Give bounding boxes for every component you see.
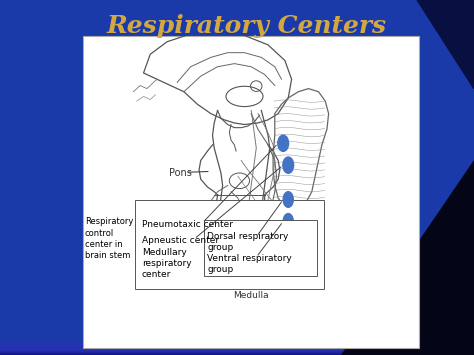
Ellipse shape [283, 192, 293, 207]
FancyBboxPatch shape [135, 200, 324, 289]
Bar [0, 346, 474, 352]
Bar [0, 348, 474, 353]
Bar [0, 344, 474, 350]
Bar [0, 345, 474, 351]
Bar [0, 348, 474, 354]
Bar [0, 344, 474, 350]
Bar [0, 349, 474, 355]
Bar [0, 345, 474, 351]
Bar [0, 348, 474, 354]
Bar [0, 343, 474, 349]
Text: Pons: Pons [169, 168, 191, 178]
Bar [0, 349, 474, 355]
Bar [0, 346, 474, 353]
Bar [0, 348, 474, 354]
Bar [0, 345, 474, 351]
Bar [0, 346, 474, 352]
Bar [0, 349, 474, 355]
Bar [0, 344, 474, 350]
Text: Apneustic center: Apneustic center [142, 236, 219, 245]
Bar [0, 349, 474, 355]
Bar [83, 36, 419, 348]
Text: Respiratory
control
center in
brain stem: Respiratory control center in brain stem [85, 217, 133, 260]
Bar [0, 344, 474, 350]
Ellipse shape [278, 135, 289, 151]
Bar [0, 344, 474, 350]
Bar [0, 345, 474, 351]
Text: Dorsal respiratory
group: Dorsal respiratory group [208, 232, 289, 252]
Bar [0, 344, 474, 349]
Bar [0, 349, 474, 354]
Bar [0, 349, 474, 355]
Bar [0, 346, 474, 352]
Bar [0, 347, 474, 353]
Bar [0, 348, 474, 354]
Bar [0, 346, 474, 352]
Bar [0, 345, 474, 351]
Bar [0, 347, 474, 353]
Bar [0, 347, 474, 353]
Ellipse shape [283, 214, 293, 229]
Bar [0, 345, 474, 351]
Bar [0, 348, 474, 354]
Bar [0, 346, 474, 352]
Bar [0, 346, 474, 352]
FancyBboxPatch shape [204, 220, 317, 276]
Bar [0, 344, 474, 350]
Bar [0, 346, 474, 352]
Text: Respiratory Centers: Respiratory Centers [107, 14, 386, 38]
Bar [0, 347, 474, 353]
Bar [0, 345, 474, 351]
Bar [0, 344, 474, 350]
Bar [0, 348, 474, 354]
Bar [0, 343, 474, 349]
Bar [0, 347, 474, 353]
Text: Pneumotaxic center: Pneumotaxic center [142, 220, 233, 229]
Polygon shape [341, 160, 474, 355]
Bar [0, 348, 474, 354]
Bar [0, 347, 474, 353]
Bar [0, 347, 474, 353]
Bar [0, 349, 474, 355]
Bar [0, 345, 474, 351]
Text: Medulla: Medulla [233, 291, 269, 300]
Polygon shape [417, 0, 474, 89]
Bar [0, 346, 474, 351]
Bar [0, 346, 474, 352]
Text: Ventral respiratory
group: Ventral respiratory group [208, 254, 292, 274]
Bar [0, 345, 474, 350]
Ellipse shape [283, 157, 293, 173]
Bar [0, 345, 474, 351]
Bar [0, 344, 474, 350]
Bar [0, 348, 474, 354]
Bar [0, 345, 474, 351]
Text: Medullary
respiratory
center: Medullary respiratory center [142, 248, 191, 279]
Bar [0, 348, 474, 354]
Bar [0, 344, 474, 349]
Bar [0, 344, 474, 350]
Bar [0, 348, 474, 354]
Bar [0, 346, 474, 353]
